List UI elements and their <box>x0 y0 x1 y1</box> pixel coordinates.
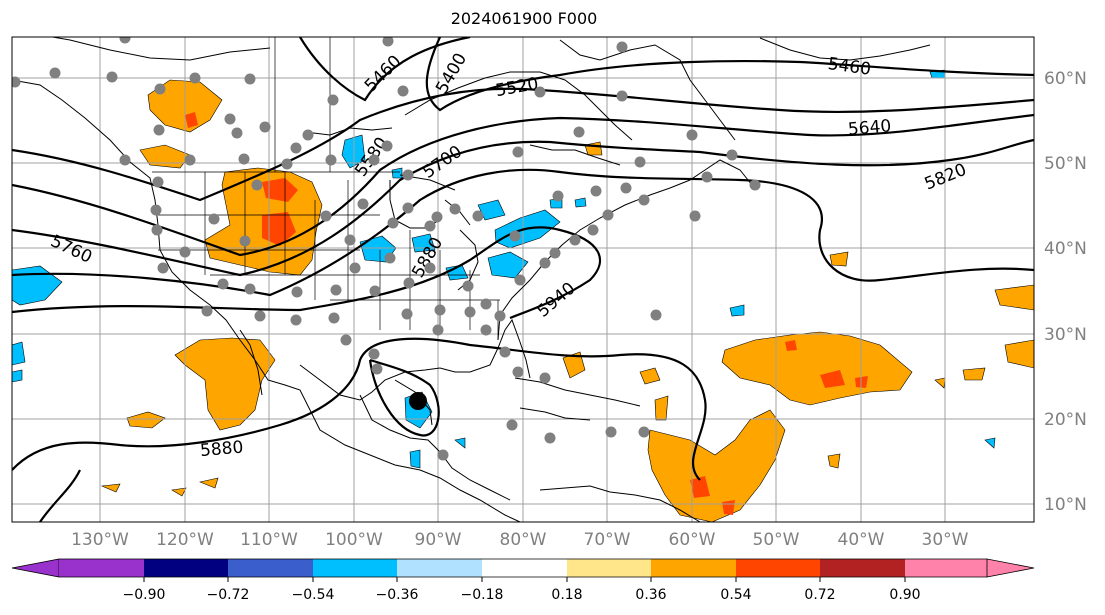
colorbar-segment <box>820 559 905 577</box>
colorbar-segment <box>482 559 567 577</box>
height-contours <box>12 37 1034 522</box>
lat-label: 50°N <box>1044 154 1087 174</box>
contour-label: 5820 <box>1038 197 1058 240</box>
storm-marker <box>409 392 427 410</box>
lon-label: 50°W <box>753 530 800 550</box>
colorbar-tick-label: −0.72 <box>207 587 250 603</box>
colorbar-extend-high <box>986 558 1035 578</box>
lon-label: 70°W <box>584 530 631 550</box>
longitude-labels: 130°W 120°W 110°W 100°W 90°W 80°W 70°W 6… <box>71 530 969 550</box>
lon-label: 120°W <box>156 530 214 550</box>
lon-label: 90°W <box>415 530 462 550</box>
colorbar-tick-label: −0.90 <box>123 587 166 603</box>
lat-label: 10°N <box>1044 495 1087 515</box>
lon-label: 130°W <box>71 530 129 550</box>
coastlines <box>12 37 931 522</box>
colorbar-segment <box>228 559 313 577</box>
colorbar-tick-label: −0.54 <box>292 587 335 603</box>
station-markers <box>12 37 761 461</box>
lon-label: 60°W <box>669 530 716 550</box>
colorbar-segment <box>144 559 228 577</box>
lat-label: 60°N <box>1044 69 1087 89</box>
colorbar-tick-label: 0.72 <box>804 587 835 603</box>
contour-label: 5640 <box>847 116 892 140</box>
colorbar-tick-label: 0.36 <box>635 587 666 603</box>
colorbar-tick-label: 0.90 <box>889 587 920 603</box>
colorbar-segment <box>397 559 482 577</box>
lat-label: 40°N <box>1044 239 1087 259</box>
colorbar-tick-label: 0.54 <box>720 587 751 603</box>
lat-label: 20°N <box>1044 410 1087 430</box>
red-anomaly-regions <box>185 112 868 515</box>
colorbar-extend-low <box>11 558 60 578</box>
map-frame <box>11 36 1035 523</box>
colorbar-segment <box>736 559 820 577</box>
lat-label: 30°N <box>1044 325 1087 345</box>
map-panel: 5460 5400 5520 5460 5640 5700 5580 5820 … <box>12 37 1058 522</box>
map-title: 2024061900 F000 <box>450 9 598 28</box>
colorbar-segment <box>313 559 397 577</box>
colorbar-segment <box>567 559 651 577</box>
colorbar: −0.90 −0.72 −0.54 −0.36 −0.18 0.18 0.36 … <box>11 558 1035 603</box>
lon-label: 80°W <box>500 530 547 550</box>
lon-label: 40°W <box>838 530 885 550</box>
lon-label: 100°W <box>325 530 383 550</box>
colorbar-segment <box>905 559 987 577</box>
colorbar-tick-label: −0.36 <box>376 587 419 603</box>
contour-label: 5880 <box>199 437 244 461</box>
colorbar-tick-label: −0.18 <box>461 587 504 603</box>
colorbar-segment <box>651 559 736 577</box>
colorbar-tick-label: 0.18 <box>551 587 582 603</box>
latitude-labels: 60°N 50°N 40°N 30°N 20°N 10°N <box>1044 69 1087 515</box>
lon-label: 30°W <box>922 530 969 550</box>
lon-label: 110°W <box>240 530 298 550</box>
colorbar-segment <box>59 559 144 577</box>
